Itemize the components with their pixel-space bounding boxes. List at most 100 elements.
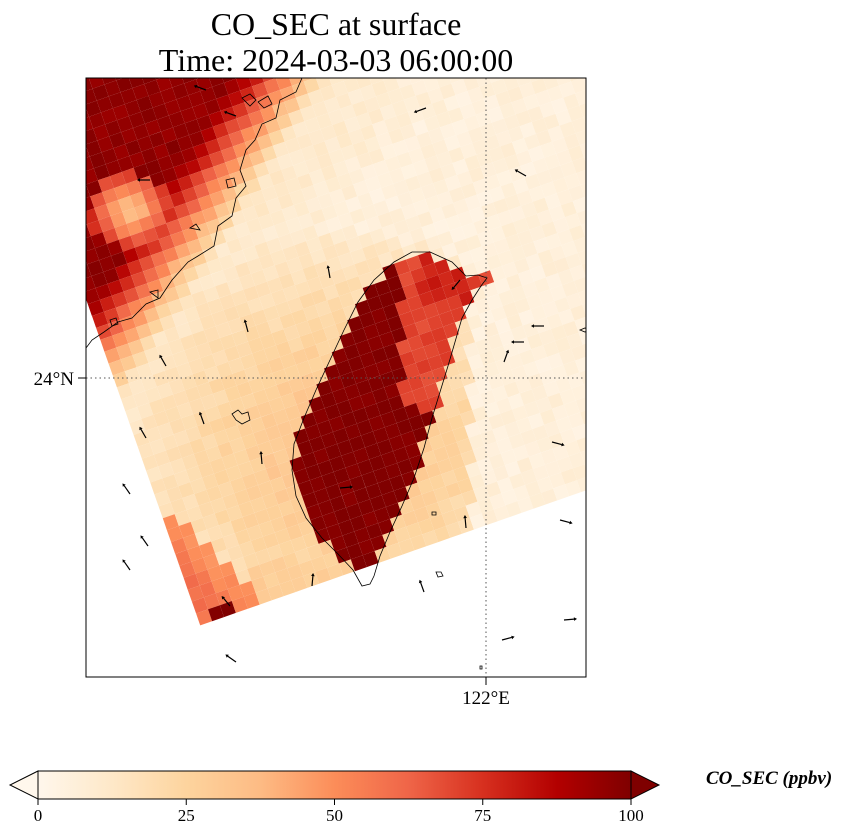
heat-cell — [112, 371, 129, 388]
heat-cell — [115, 78, 124, 81]
heat-cell — [419, 370, 436, 387]
heat-cell — [535, 396, 552, 413]
heat-cell — [400, 430, 417, 447]
heat-cell — [336, 132, 353, 149]
heat-cell — [303, 571, 320, 588]
heat-cell — [334, 507, 351, 524]
heat-cell — [146, 239, 163, 256]
heat-cell — [600, 388, 616, 404]
heat-cell — [596, 149, 612, 165]
heat-cell — [509, 245, 526, 262]
heat-cell — [163, 286, 180, 303]
heat-cell — [480, 429, 497, 446]
heat-cell — [509, 473, 526, 490]
heat-cell — [150, 211, 167, 228]
heat-cell — [335, 360, 352, 377]
wind-vector-head — [259, 451, 263, 455]
heat-cell — [390, 514, 407, 531]
heat-cell — [604, 173, 620, 189]
heat-cell — [236, 381, 253, 398]
heat-cell — [537, 476, 554, 493]
heat-cell — [158, 235, 175, 252]
heat-cell — [94, 204, 111, 221]
heat-cell — [469, 473, 486, 490]
heat-cell — [515, 377, 532, 394]
heat-cell — [149, 438, 166, 455]
heat-cell — [564, 440, 581, 457]
heat-cell — [238, 273, 255, 290]
heat-cell — [600, 161, 616, 177]
heat-cell — [188, 91, 205, 108]
heat-cell — [258, 253, 275, 270]
heat-cell — [264, 117, 281, 134]
heat-cell — [576, 209, 586, 225]
heat-cell — [421, 223, 438, 240]
heat-cell — [277, 153, 294, 170]
heat-cell — [389, 474, 406, 491]
heat-cell — [263, 345, 280, 362]
heat-cell — [219, 333, 236, 350]
heat-cell — [431, 326, 448, 343]
heat-cell — [504, 461, 521, 478]
heat-cell — [231, 329, 248, 346]
heat-cell — [266, 237, 283, 254]
heat-cell — [547, 125, 564, 142]
heat-cell — [548, 205, 565, 222]
heat-cell — [361, 204, 378, 221]
heat-cell — [471, 98, 488, 115]
heat-cell — [202, 473, 219, 490]
heat-cell — [235, 341, 252, 358]
heat-cell — [102, 78, 117, 85]
heat-cell — [349, 435, 366, 452]
heat-cell — [284, 137, 301, 154]
heat-cell — [406, 255, 423, 272]
heat-cell — [266, 544, 283, 561]
heat-cell — [583, 383, 586, 392]
heat-cell — [366, 255, 383, 272]
heat-cell — [224, 118, 241, 135]
heat-cell — [496, 130, 512, 147]
heat-cell — [409, 454, 426, 471]
heat-cell — [121, 167, 138, 184]
heat-cell — [114, 223, 131, 240]
heat-cell — [243, 285, 260, 302]
heat-cell — [324, 364, 341, 381]
heat-cell — [435, 338, 452, 355]
heat-cell — [465, 501, 482, 518]
heat-cell — [86, 100, 101, 117]
heat-cell — [579, 370, 586, 385]
heat-cell — [508, 166, 525, 183]
heat-cell — [223, 305, 240, 322]
heat-cell — [361, 471, 378, 488]
heat-cell — [124, 100, 141, 117]
heat-cell — [202, 206, 219, 223]
heat-cell — [266, 277, 283, 294]
heat-cell — [265, 424, 282, 441]
heat-cell — [181, 186, 198, 203]
wind-vector-head — [122, 483, 126, 487]
heat-cell — [365, 176, 382, 193]
heat-cell — [425, 462, 442, 479]
heat-cell — [486, 294, 503, 311]
heat-cell — [413, 239, 430, 256]
heat-cell — [250, 536, 267, 553]
heat-cell — [241, 433, 258, 450]
heat-cell — [444, 135, 461, 152]
heat-cell — [259, 560, 276, 577]
wind-vector-head — [511, 340, 514, 344]
heat-cell — [222, 266, 239, 283]
heat-cell — [351, 327, 368, 344]
wind-vector-head — [569, 520, 573, 525]
heat-cell — [315, 340, 332, 357]
heat-cell — [289, 456, 306, 473]
heat-cell — [201, 166, 218, 183]
heat-cell — [491, 78, 508, 95]
heat-cell — [597, 456, 613, 472]
heat-cell — [212, 389, 229, 406]
heat-cell — [496, 170, 513, 187]
heat-cell — [89, 152, 106, 169]
heat-cell — [69, 133, 85, 149]
heat-cell — [332, 120, 349, 137]
heat-cell — [597, 229, 613, 245]
heat-cell — [205, 445, 222, 462]
